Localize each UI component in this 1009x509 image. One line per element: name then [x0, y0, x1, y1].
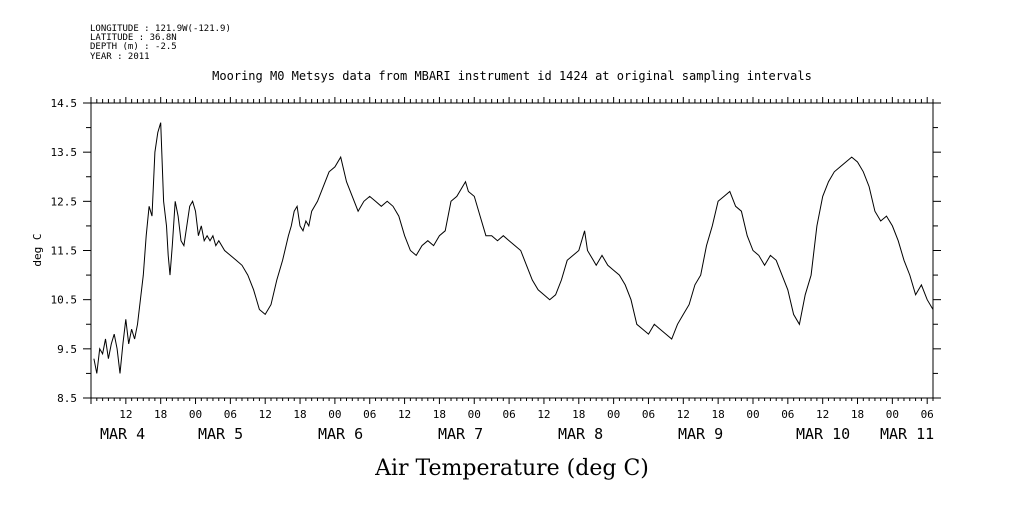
hour-tick-label: 18 — [712, 408, 725, 421]
hour-tick-label: 06 — [781, 408, 794, 421]
hour-tick-label: 00 — [746, 408, 759, 421]
hour-tick-label: 18 — [293, 408, 306, 421]
longitude-text: LONGITUDE : 121.9W(-121.9) — [90, 24, 231, 34]
hour-tick-label: 06 — [921, 408, 934, 421]
y-tick-label: 14.5 — [51, 97, 78, 110]
day-label: MAR 4 — [100, 425, 145, 443]
hour-tick-label: 12 — [398, 408, 411, 421]
top-minor-ticks — [90, 97, 934, 103]
day-label: MAR 5 — [198, 425, 243, 443]
day-label: MAR 10 — [796, 425, 850, 443]
hour-tick-label: 12 — [259, 408, 272, 421]
hour-tick-label: 12 — [677, 408, 690, 421]
hour-tick-label: 12 — [119, 408, 132, 421]
x-axis-title: Air Temperature (deg C) — [374, 456, 649, 481]
hour-tick-label: 06 — [224, 408, 237, 421]
y-tick-label: 12.5 — [51, 195, 78, 208]
y-tick-label: 9.5 — [57, 343, 77, 356]
y-tick-label: 10.5 — [51, 294, 78, 307]
day-label: MAR 9 — [678, 425, 723, 443]
hour-tick-label: 00 — [328, 408, 341, 421]
chart-title: Mooring M0 Metsys data from MBARI instru… — [212, 69, 812, 83]
hour-tick-labels: 12 18 00 06 12 18 00 06 12 18 00 06 12 18 00 06 12 18 00 06… — [119, 408, 934, 421]
y-tick-labels: 8.5 9.5 10.5 11.5 12.5 13.5 14.5 — [51, 97, 78, 405]
hour-tick-label: 00 — [468, 408, 481, 421]
hour-tick-label: 18 — [433, 408, 446, 421]
day-label: MAR 6 — [318, 425, 363, 443]
plot-frame — [90, 102, 934, 399]
hour-tick-label: 12 — [537, 408, 550, 421]
depth-text: DEPTH (m) : -2.5 — [90, 42, 177, 52]
year-text: YEAR : 2011 — [90, 52, 150, 62]
hour-tick-label: 00 — [886, 408, 899, 421]
hour-tick-label: 18 — [154, 408, 167, 421]
y-axis-label: deg C — [31, 233, 44, 266]
day-labels: MAR 4 MAR 5 MAR 6 MAR 7 MAR 8 MAR 9 MAR 10 MAR … — [100, 425, 934, 443]
hour-tick-label: 12 — [816, 408, 829, 421]
series-line-air-temperature — [93, 122, 934, 374]
hour-tick-label: 00 — [189, 408, 202, 421]
bottom-ticks — [90, 398, 934, 404]
hour-tick-label: 18 — [851, 408, 864, 421]
y-tick-label: 8.5 — [57, 392, 77, 405]
hour-tick-label: 06 — [502, 408, 515, 421]
hour-tick-label: 18 — [572, 408, 585, 421]
hour-tick-label: 00 — [607, 408, 620, 421]
y-tick-label: 13.5 — [51, 146, 78, 159]
day-label: MAR 8 — [558, 425, 603, 443]
day-label: MAR 11 — [880, 425, 934, 443]
day-label: MAR 7 — [438, 425, 483, 443]
y-tick-label: 11.5 — [51, 245, 78, 258]
latitude-text: LATITUDE : 36.8N — [90, 33, 177, 43]
hour-tick-label: 06 — [363, 408, 376, 421]
y-ticks — [83, 102, 941, 399]
hour-tick-label: 06 — [642, 408, 655, 421]
